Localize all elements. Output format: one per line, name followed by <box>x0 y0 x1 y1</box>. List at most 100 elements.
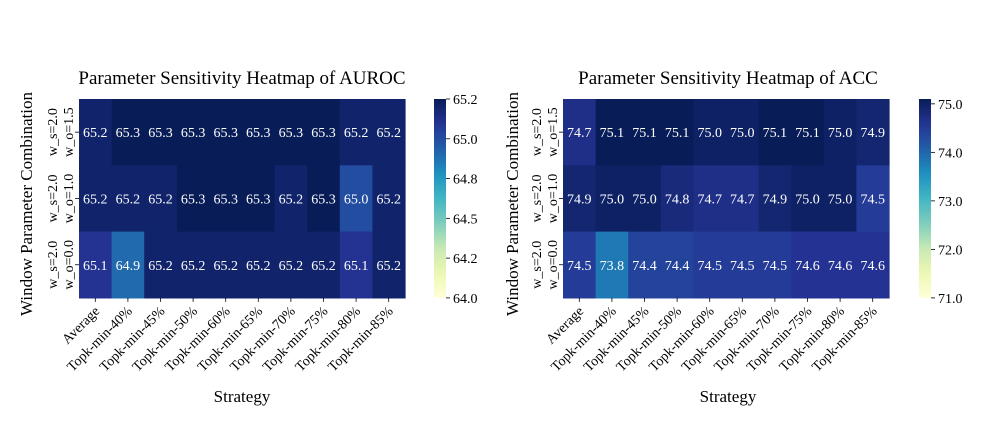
heatmap-cell <box>209 231 243 299</box>
cell-value-label: 65.3 <box>279 126 304 141</box>
heatmap-cell <box>79 165 113 233</box>
heatmap-cell <box>144 231 178 299</box>
cell-value-label: 65.0 <box>344 192 369 207</box>
colorbar-tick-label: 64.5 <box>453 212 478 227</box>
cell-value-label: 75.1 <box>763 126 788 141</box>
heatmap-cell <box>563 231 597 299</box>
y-tick-label: w_s=2.0 <box>46 174 61 222</box>
heatmap-cell <box>111 99 145 166</box>
colorbar-tick-label: 64.0 <box>453 292 478 307</box>
heatmap-cell <box>660 165 694 233</box>
cell-value-label: 74.7 <box>697 192 722 207</box>
heatmap-cell <box>823 99 857 166</box>
cell-value-label: 65.1 <box>83 259 108 274</box>
acc-heatmap-cells: 74.7 75.1 75.1 75.1 75.0 75.0 75.1 75.1 75.0 74.9… <box>563 99 890 299</box>
cell-value-label: 65.3 <box>246 192 271 207</box>
heatmap-cell <box>209 165 243 233</box>
cell-value-label: 74.4 <box>632 259 657 274</box>
cell-value-label: 75.0 <box>795 192 820 207</box>
heatmap-cell <box>144 165 178 233</box>
cell-value-label: 74.9 <box>860 126 885 141</box>
auroc-heatmap-panel: Parameter Sensitivity Heatmap of AUROC 6… <box>17 68 478 406</box>
acc-x-tick-labels: AverageTopk-min-40%Topk-min-45%Topk-min-… <box>544 297 881 375</box>
acc-y-tick-labels: w_s=2.0 w_o=1.5w_s=2.0 w_o=1.0w_s=2.0 w_o=0… <box>530 107 563 290</box>
cell-value-label: 65.2 <box>376 126 401 141</box>
colorbar-tick-label: 65.0 <box>453 133 478 148</box>
cell-value-label: 75.0 <box>697 126 722 141</box>
heatmap-cell <box>726 165 760 233</box>
heatmap-cell <box>693 99 727 166</box>
cell-value-label: 65.2 <box>279 192 304 207</box>
cell-value-label: 74.6 <box>860 259 885 274</box>
y-tick-label: w_s=2.0 <box>530 241 545 289</box>
y-tick-label: w_o=1.0 <box>546 174 561 224</box>
acc-y-axis-label: Window Parameter Combination <box>503 91 522 316</box>
cell-value-label: 65.2 <box>279 259 304 274</box>
cell-value-label: 65.2 <box>181 259 206 274</box>
auroc-y-axis-label: Window Parameter Combination <box>17 91 36 316</box>
cell-value-label: 74.7 <box>567 126 592 141</box>
heatmap-cell <box>176 165 210 233</box>
cell-value-label: 74.5 <box>730 259 755 274</box>
heatmap-cell <box>563 165 597 233</box>
y-tick-label: w_s=2.0 <box>530 108 545 156</box>
heatmap-cell <box>79 99 113 166</box>
y-tick-label: w_o=0.0 <box>546 240 561 290</box>
colorbar-tick-label: 74.0 <box>938 146 963 161</box>
auroc-colorbar: 64.0 64.2 64.5 64.8 65.0 65.2 <box>434 93 478 307</box>
colorbar-tick-label: 64.2 <box>453 252 478 267</box>
cell-value-label: 65.3 <box>311 192 336 207</box>
heatmap-cell <box>307 231 341 299</box>
heatmap-cell <box>176 99 210 166</box>
colorbar-tick-label: 71.0 <box>938 292 963 307</box>
cell-value-label: 65.3 <box>213 192 238 207</box>
cell-value-label: 65.2 <box>213 259 238 274</box>
cell-value-label: 65.2 <box>376 192 401 207</box>
heatmap-cell <box>660 99 694 166</box>
cell-value-label: 65.2 <box>311 259 336 274</box>
cell-value-label: 75.1 <box>795 126 820 141</box>
cell-value-label: 75.0 <box>828 192 853 207</box>
cell-value-label: 65.3 <box>213 126 238 141</box>
colorbar-tick-label: 75.0 <box>938 98 963 113</box>
cell-value-label: 65.3 <box>116 126 141 141</box>
colorbar-gradient <box>434 99 446 298</box>
heatmap-cell <box>628 99 662 166</box>
cell-value-label: 65.1 <box>344 259 369 274</box>
heatmap-cell <box>726 231 760 299</box>
heatmap-cell <box>111 165 145 233</box>
cell-value-label: 75.0 <box>600 192 625 207</box>
cell-value-label: 65.2 <box>148 192 173 207</box>
y-tick-label: w_o=1.5 <box>62 107 77 157</box>
y-tick-label: w_s=2.0 <box>46 108 61 156</box>
heatmap-cell <box>595 99 629 166</box>
heatmap-cell <box>111 231 145 299</box>
heatmap-cell <box>856 99 890 166</box>
y-tick-label: w_s=2.0 <box>530 174 545 222</box>
heatmap-cell <box>274 165 308 233</box>
heatmap-cell <box>856 231 890 299</box>
heatmap-cell <box>628 165 662 233</box>
heatmap-cell <box>758 231 792 299</box>
cell-value-label: 65.2 <box>116 192 141 207</box>
cell-value-label: 65.2 <box>148 259 173 274</box>
auroc-heatmap-cells: 65.2 65.3 65.3 65.3 65.3 65.3 65.3 65.3 65.2 65.2… <box>79 99 406 299</box>
cell-value-label: 75.0 <box>730 126 755 141</box>
cell-value-label: 74.5 <box>567 259 592 274</box>
auroc-chart-title: Parameter Sensitivity Heatmap of AUROC <box>78 68 405 89</box>
acc-colorbar: 71.0 72.0 73.0 74.0 75.0 <box>919 98 963 307</box>
heatmap-cell <box>274 99 308 166</box>
heatmap-cell <box>372 99 406 166</box>
cell-value-label: 65.2 <box>376 259 401 274</box>
cell-value-label: 73.8 <box>600 259 625 274</box>
cell-value-label: 74.7 <box>730 192 755 207</box>
heatmap-cell <box>791 231 825 299</box>
colorbar-tick-label: 72.0 <box>938 243 963 258</box>
cell-value-label: 74.5 <box>860 192 885 207</box>
colorbar-gradient <box>919 99 931 298</box>
acc-heatmap-panel: Parameter Sensitivity Heatmap of ACC 74.… <box>503 68 963 406</box>
heatmap-cell <box>79 231 113 299</box>
cell-value-label: 65.2 <box>83 126 108 141</box>
cell-value-label: 74.5 <box>763 259 788 274</box>
cell-value-label: 65.3 <box>181 192 206 207</box>
